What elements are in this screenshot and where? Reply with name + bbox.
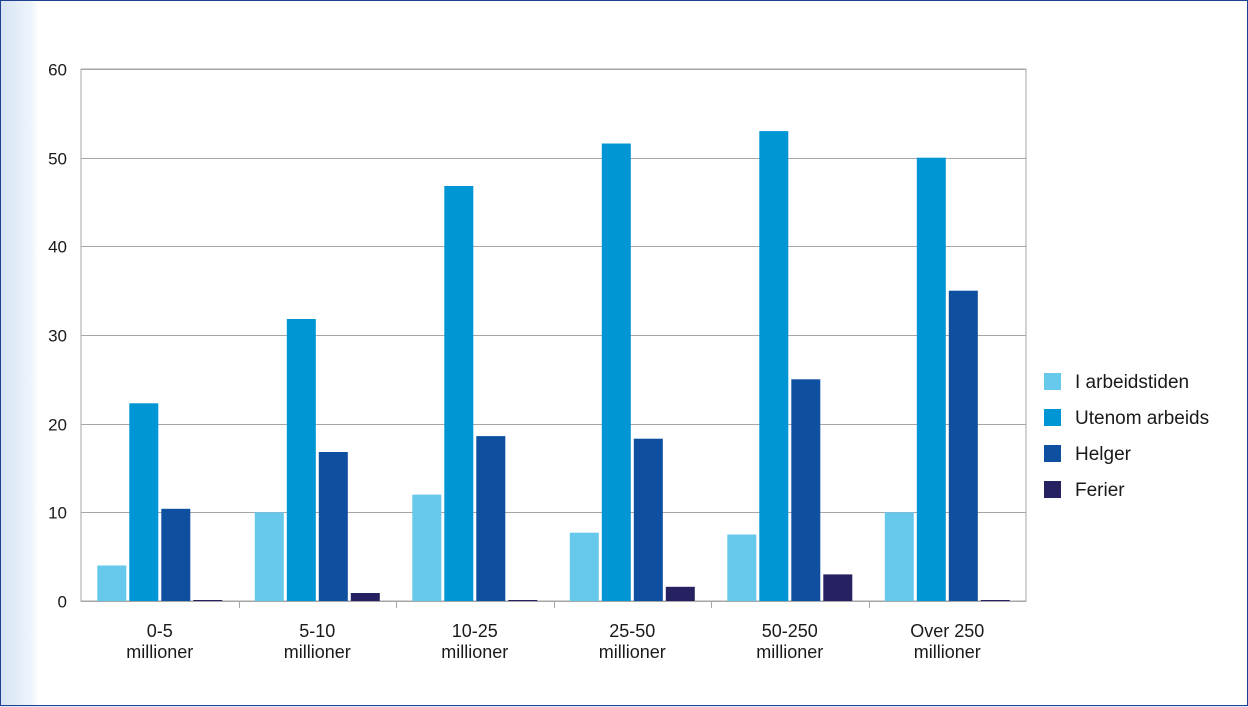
- bar-utenom-arbeids-3: [601, 143, 631, 601]
- x-category-label: 0-5 millioner: [126, 621, 193, 662]
- y-tick-label: 30: [48, 327, 67, 346]
- bar-helger-0: [161, 508, 191, 601]
- legend-swatch: [1044, 373, 1061, 390]
- x-category-label-line: millioner: [441, 642, 508, 662]
- bar-i-arbeidstiden-0: [97, 565, 127, 601]
- legend: I arbeidstiden Utenom arbeids Helger Ferier: [1044, 372, 1209, 501]
- x-category-label: Over 250 millioner: [910, 621, 984, 662]
- x-category-label-line: 25-50: [609, 621, 655, 641]
- bar-ferier-4: [823, 574, 853, 601]
- bar-helger-4: [791, 379, 821, 601]
- bar-utenom-arbeids-5: [916, 157, 946, 601]
- bar-helger-3: [633, 438, 663, 601]
- legend-label: Utenom arbeids: [1075, 408, 1209, 429]
- legend-label: Helger: [1075, 444, 1132, 465]
- y-tick-label: 50: [48, 150, 67, 169]
- legend-label: Ferier: [1075, 480, 1125, 501]
- bar-utenom-arbeids-1: [286, 319, 316, 601]
- x-category-label-line: 10-25: [452, 621, 498, 641]
- x-category-label-line: Over 250: [910, 621, 984, 641]
- bar-i-arbeidstiden-3: [569, 532, 599, 601]
- x-category-label: 10-25 millioner: [441, 621, 508, 662]
- grid-layer: [80, 68, 1027, 602]
- bar-ferier-3: [665, 586, 695, 601]
- bar-i-arbeidstiden-5: [884, 512, 914, 601]
- bar-ferier-5: [980, 600, 1010, 601]
- y-tick-label: 0: [58, 593, 67, 612]
- y-tick-label: 60: [48, 61, 67, 80]
- x-category-label: 5-10 millioner: [284, 621, 351, 662]
- bar-utenom-arbeids-0: [129, 403, 159, 601]
- legend-swatch: [1044, 481, 1061, 498]
- x-category-label-line: millioner: [284, 642, 351, 662]
- x-category-label-line: millioner: [914, 642, 981, 662]
- x-category-label: 25-50 millioner: [599, 621, 666, 662]
- bar-ferier-0: [193, 600, 223, 601]
- y-tick-label: 20: [48, 416, 67, 435]
- y-tick-label: 10: [48, 504, 67, 523]
- bar-layer: [97, 131, 1010, 601]
- bar-ferier-2: [508, 600, 538, 601]
- x-category-label-line: 50-250: [762, 621, 818, 641]
- bar-helger-5: [948, 290, 978, 601]
- legend-swatch: [1044, 409, 1061, 426]
- bar-helger-1: [318, 452, 348, 601]
- x-category-label-line: millioner: [756, 642, 823, 662]
- bar-i-arbeidstiden-2: [412, 494, 442, 601]
- bar-i-arbeidstiden-1: [254, 512, 284, 601]
- y-tick-label: 40: [48, 238, 67, 257]
- bar-helger-2: [476, 436, 506, 601]
- legend-swatch: [1044, 445, 1061, 462]
- legend-label: I arbeidstiden: [1075, 372, 1189, 393]
- bar-ferier-1: [350, 593, 380, 601]
- x-category-label-line: millioner: [599, 642, 666, 662]
- x-category-label-line: 0-5: [147, 621, 173, 641]
- x-category-label-line: 5-10: [299, 621, 335, 641]
- x-category-label-line: millioner: [126, 642, 193, 662]
- bar-utenom-arbeids-2: [444, 186, 474, 601]
- x-category-label: 50-250 millioner: [756, 621, 823, 662]
- bar-utenom-arbeids-4: [759, 131, 789, 601]
- bar-i-arbeidstiden-4: [727, 534, 757, 601]
